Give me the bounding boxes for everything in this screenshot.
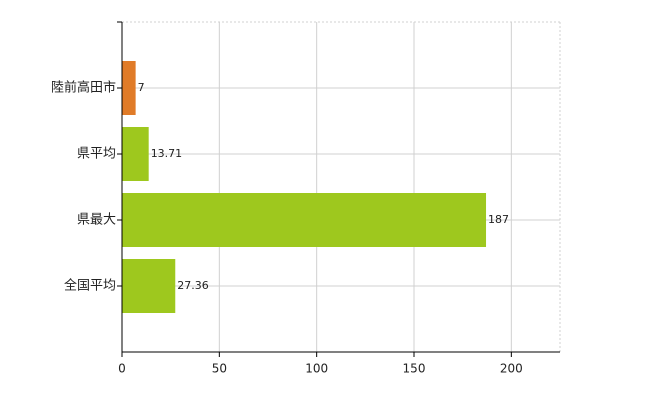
bar <box>122 127 149 181</box>
bar <box>122 193 487 247</box>
data-label: 27.36 <box>177 279 209 292</box>
data-label: 13.71 <box>151 147 183 160</box>
data-label: 187 <box>488 213 509 226</box>
data-label: 7 <box>138 81 145 94</box>
y-tick-label: 全国平均 <box>64 278 116 294</box>
y-tick-label: 県最大 <box>77 213 116 228</box>
x-tick-label: 100 <box>305 362 328 376</box>
x-tick-label: 0 <box>118 362 126 376</box>
x-tick-label: 150 <box>403 362 426 376</box>
x-tick-label: 50 <box>212 362 227 376</box>
bar <box>122 259 176 313</box>
x-tick-label: 200 <box>500 362 523 376</box>
bar <box>122 61 136 115</box>
y-tick-label: 陸前高田市 <box>51 80 116 96</box>
y-tick-label: 県平均 <box>77 147 116 162</box>
